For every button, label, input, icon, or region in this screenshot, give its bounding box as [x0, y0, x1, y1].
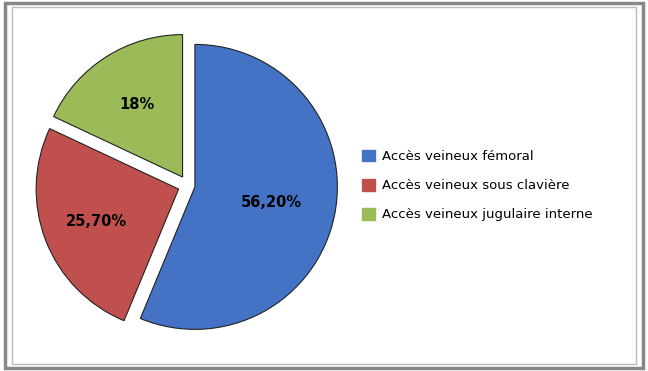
Wedge shape [141, 45, 338, 329]
Wedge shape [54, 35, 183, 177]
Text: 18%: 18% [119, 98, 154, 112]
Legend: Accès veineux fémoral, Accès veineux sous clavière, Accès veineux jugulaire inte: Accès veineux fémoral, Accès veineux sou… [362, 150, 592, 221]
Text: 25,70%: 25,70% [65, 213, 127, 229]
Text: 56,20%: 56,20% [241, 195, 303, 210]
Wedge shape [36, 129, 179, 321]
